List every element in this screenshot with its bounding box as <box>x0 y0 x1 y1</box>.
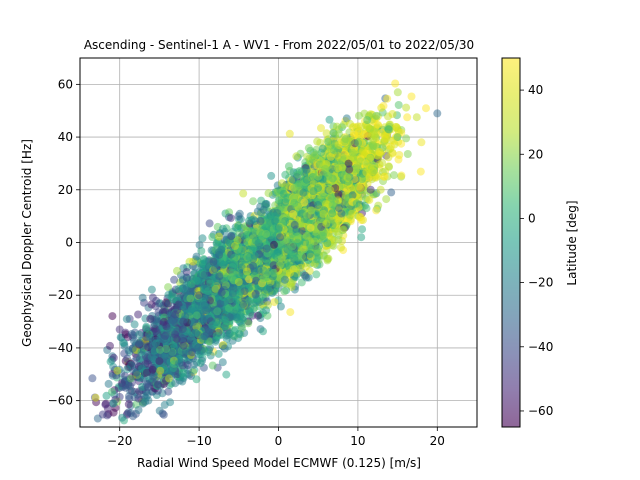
scatter-point <box>387 188 396 197</box>
scatter-point <box>198 234 207 243</box>
scatter-point <box>285 129 294 138</box>
scatter-point <box>98 410 107 419</box>
scatter-point <box>358 225 367 234</box>
scatter-point <box>313 137 322 146</box>
scatter-point <box>214 349 223 358</box>
scatter-point <box>402 103 411 112</box>
scatter-point <box>391 79 400 88</box>
scatter-point <box>164 387 173 396</box>
scatter-point <box>134 394 143 403</box>
scatter-point <box>162 299 171 308</box>
scatter-point <box>372 111 381 120</box>
scatter-point <box>222 370 231 379</box>
scatter-point <box>249 197 258 206</box>
scatter-point <box>264 189 273 198</box>
scatter-points <box>88 79 442 425</box>
scatter-point <box>382 195 391 204</box>
scatter-point <box>393 88 402 97</box>
scatter-point <box>390 171 398 180</box>
scatter-point <box>339 120 348 129</box>
scatter-point <box>397 171 406 180</box>
scatter-point <box>134 310 143 319</box>
scatter-point <box>337 243 345 252</box>
scatter-point <box>91 393 100 402</box>
scatter-point <box>195 241 204 249</box>
scatter-point <box>205 219 214 228</box>
scatter-point <box>402 134 411 143</box>
scatter-point <box>270 298 279 307</box>
scatter-point <box>412 113 421 122</box>
scatter-point <box>365 196 374 205</box>
scatter-point <box>384 153 393 162</box>
scatter-point <box>394 155 403 164</box>
scatter-point <box>397 139 406 148</box>
scatter-point <box>276 302 285 311</box>
scatter-point <box>122 315 131 324</box>
scatter-point <box>104 379 113 388</box>
scatter-point <box>267 171 276 180</box>
scatter-point <box>372 206 381 215</box>
scatter-point <box>144 396 153 405</box>
chart-title: Ascending - Sentinel-1 A - WV1 - From 20… <box>84 38 474 52</box>
scatter-point <box>182 268 191 276</box>
scatter-point <box>197 247 206 255</box>
scatter-point <box>164 283 173 292</box>
scatter-point <box>403 150 412 158</box>
scatter-point <box>108 312 117 321</box>
scatter-point <box>422 104 430 113</box>
scatter-point <box>88 374 97 383</box>
scatter-point <box>383 94 392 103</box>
